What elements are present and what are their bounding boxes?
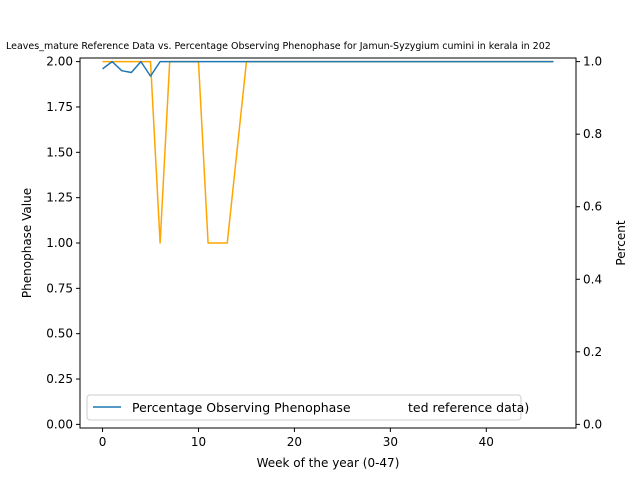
y-axis-right-label: Percent [614,220,628,265]
y-axis-left-ticks: 0.00 0.25 0.50 0.75 1.00 1.25 1.50 1.75 2.00 [46,55,80,431]
y-left-tick-label: 0.00 [46,417,73,431]
y-left-tick-label: 2.00 [46,55,73,69]
x-axis-ticks: 0 10 20 30 40 [99,428,494,449]
y-left-tick-label: 0.50 [46,327,73,341]
x-tick-label: 10 [191,435,206,449]
legend-label-reference-fragment: ted reference data) [408,400,529,415]
x-tick-label: 30 [383,435,398,449]
y-right-tick-label: 0.0 [583,417,602,431]
y-left-tick-label: 1.75 [46,100,73,114]
legend-label-percentage: Percentage Observing Phenophase [132,400,351,415]
percentage-series-line [102,60,554,77]
x-axis-label: Week of the year (0-47) [257,456,400,470]
y-left-tick-label: 1.00 [46,236,73,250]
y-right-tick-label: 0.8 [583,127,602,141]
y-left-tick-label: 1.25 [46,191,73,205]
legend-overlap-mask [128,399,380,418]
x-tick-label: 40 [479,435,494,449]
series-layer [102,60,554,244]
y-axis-left-label: Phenophase Value [20,188,34,298]
y-axis-right-ticks: 0.0 0.2 0.4 0.6 0.8 1.0 [576,55,602,431]
y-right-tick-label: 0.6 [583,200,602,214]
y-right-tick-label: 1.0 [583,55,602,69]
y-left-tick-label: 0.75 [46,281,73,295]
y-left-tick-label: 1.50 [46,145,73,159]
x-tick-label: 20 [287,435,302,449]
y-right-tick-label: 0.4 [583,272,602,286]
x-tick-label: 0 [99,435,107,449]
y-left-tick-label: 0.25 [46,372,73,386]
y-right-tick-label: 0.2 [583,345,602,359]
legend: ted reference data) ted reference data) … [86,394,529,421]
chart-title: Leaves_mature Reference Data vs. Percent… [6,41,551,52]
